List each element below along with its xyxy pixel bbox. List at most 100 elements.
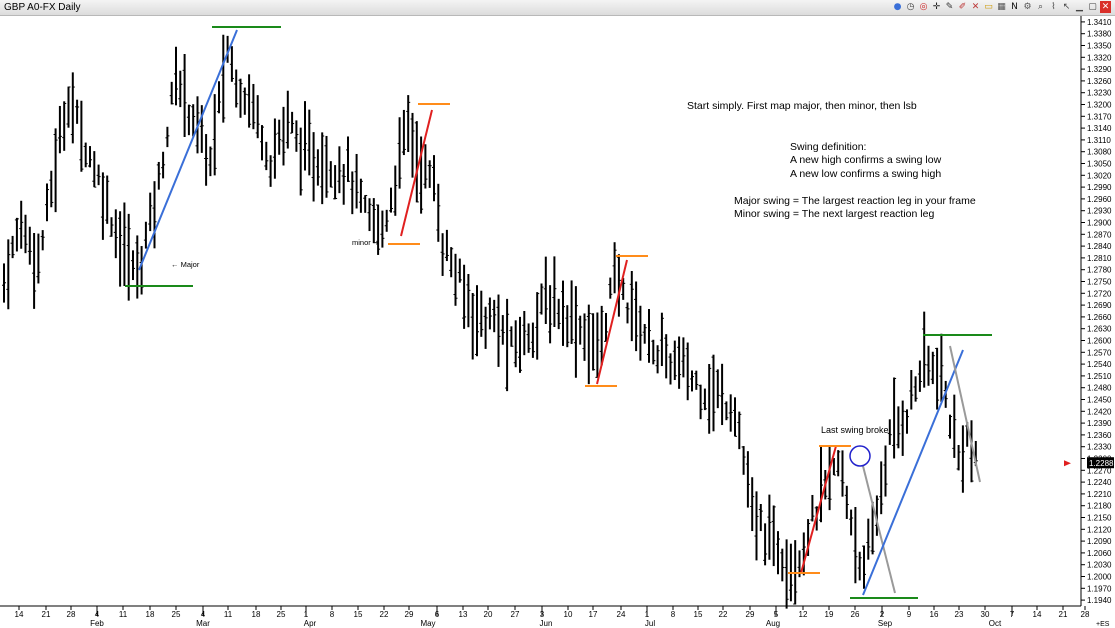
major-swing-line[interactable]	[138, 29, 238, 271]
x-tick-label: 22	[380, 610, 389, 619]
settings-icon[interactable]: ⚙	[1023, 2, 1032, 12]
price-bar	[109, 217, 114, 237]
minor-swing-line-1[interactable]	[400, 109, 433, 237]
price-bar	[565, 305, 570, 348]
last-price-badge	[1087, 457, 1114, 469]
minor-swing-line-3[interactable]	[800, 445, 837, 574]
x-tick-label: 2	[880, 610, 885, 619]
cursor-icon[interactable]: ↖	[1062, 2, 1071, 12]
price-bar	[543, 256, 548, 324]
price-bar	[23, 214, 28, 254]
swing-break-circle[interactable]	[849, 445, 871, 467]
price-bar	[453, 253, 458, 306]
rectangle-icon[interactable]: ▭	[984, 2, 993, 12]
price-bar	[900, 400, 905, 456]
crosshair-icon[interactable]: ✛	[932, 2, 941, 12]
zoom-icon[interactable]: ⌕	[1037, 2, 1044, 12]
price-bar	[208, 146, 213, 177]
price-bar	[535, 292, 540, 360]
newsletter-icon[interactable]: N	[1011, 2, 1018, 12]
price-bar	[479, 290, 484, 337]
y-tick-label: 1.2930	[1087, 207, 1112, 216]
price-bar	[634, 281, 639, 352]
major-swing-line-2[interactable]	[862, 349, 964, 596]
price-bar	[681, 337, 686, 378]
lsb-line-2[interactable]	[949, 345, 981, 483]
price-bar	[217, 81, 221, 114]
x-tick-label: 15	[694, 610, 703, 619]
restore-icon[interactable]: ▢	[1088, 2, 1097, 12]
x-tick-label: 24	[617, 610, 626, 619]
y-tick-label: 1.2510	[1087, 372, 1112, 381]
last-price-arrow	[1064, 460, 1071, 467]
y-tick-label: 1.1970	[1087, 584, 1112, 593]
price-bar	[771, 505, 776, 567]
chart-background	[0, 16, 1115, 628]
x-tick-label: 4	[95, 610, 100, 619]
x-tick-label: 18	[146, 610, 155, 619]
grid-icon[interactable]: ▦	[997, 2, 1006, 12]
price-bar	[556, 298, 561, 330]
price-bar	[853, 506, 858, 584]
y-tick-label: 1.2330	[1087, 443, 1112, 452]
price-bar	[750, 477, 755, 532]
x-tick-label: 8	[671, 610, 676, 619]
price-bar	[152, 181, 157, 249]
x-tick-label: 1	[304, 610, 309, 619]
target-icon[interactable]: ◎	[919, 2, 928, 12]
x-tick-label: 9	[907, 610, 912, 619]
eraser-icon[interactable]: ✕	[971, 2, 980, 12]
price-bar	[45, 183, 49, 222]
window-title: GBP A0-FX Daily	[4, 2, 81, 13]
x-tick-label: 26	[851, 610, 860, 619]
y-tick-label: 1.2360	[1087, 431, 1112, 440]
price-bar	[668, 353, 673, 385]
price-bar	[320, 132, 325, 205]
price-bar	[866, 518, 871, 560]
chart-icon[interactable]: ⌇	[1051, 2, 1056, 12]
price-bar	[242, 87, 247, 115]
minor-swing-line-2[interactable]	[596, 259, 628, 385]
price-bar	[238, 78, 243, 118]
price-bar	[685, 342, 690, 401]
x-tick-label: 3	[540, 610, 545, 619]
price-bar	[595, 312, 600, 378]
price-bar	[711, 354, 716, 432]
price-bar	[819, 445, 823, 523]
label-minor: minor ➜	[352, 238, 380, 247]
price-bar	[62, 101, 67, 151]
close-icon[interactable]: ✕	[1100, 1, 1111, 13]
lsb-line-1[interactable]	[862, 465, 896, 594]
price-bar	[148, 192, 153, 232]
price-bar	[801, 532, 806, 576]
x-tick-label: 13	[459, 610, 468, 619]
y-tick-label: 1.1940	[1087, 596, 1112, 605]
x-tick-label: 21	[42, 610, 51, 619]
price-bar	[913, 376, 918, 402]
note-main: Start simply. First map major, then mino…	[687, 100, 917, 112]
price-bar	[371, 198, 376, 244]
price-bar	[264, 141, 269, 171]
minimize-icon[interactable]: ▁	[1076, 2, 1083, 12]
pencil-icon[interactable]: ✐	[958, 2, 967, 12]
x-month-label: May	[420, 619, 435, 628]
price-bar	[57, 105, 62, 154]
x-tick-label: 1	[645, 610, 650, 619]
x-month-label: Sep	[878, 619, 893, 628]
note-definition-2: A new low confirms a swing high	[790, 168, 941, 180]
x-tick-label: 14	[1033, 610, 1042, 619]
price-bar	[956, 445, 961, 471]
y-tick-label: 1.2390	[1087, 419, 1112, 428]
pen-icon[interactable]: ✎	[945, 2, 954, 12]
y-tick-label: 1.3410	[1087, 18, 1112, 27]
y-tick-label: 1.2480	[1087, 384, 1112, 393]
annotations: Start simply. First map major, then mino…	[171, 100, 976, 435]
price-bar	[161, 151, 166, 179]
price-chart[interactable]: 1.3410 1.3380 1.3350 1.3320 1.3290 1.3260 1.32…	[0, 16, 1115, 628]
x-tick-label: 20	[484, 610, 493, 619]
price-bar	[874, 495, 879, 536]
clock-icon[interactable]: ◷	[906, 2, 915, 12]
price-bar	[66, 86, 71, 128]
price-bar	[2, 263, 6, 303]
palette-icon[interactable]: ●	[893, 2, 902, 12]
